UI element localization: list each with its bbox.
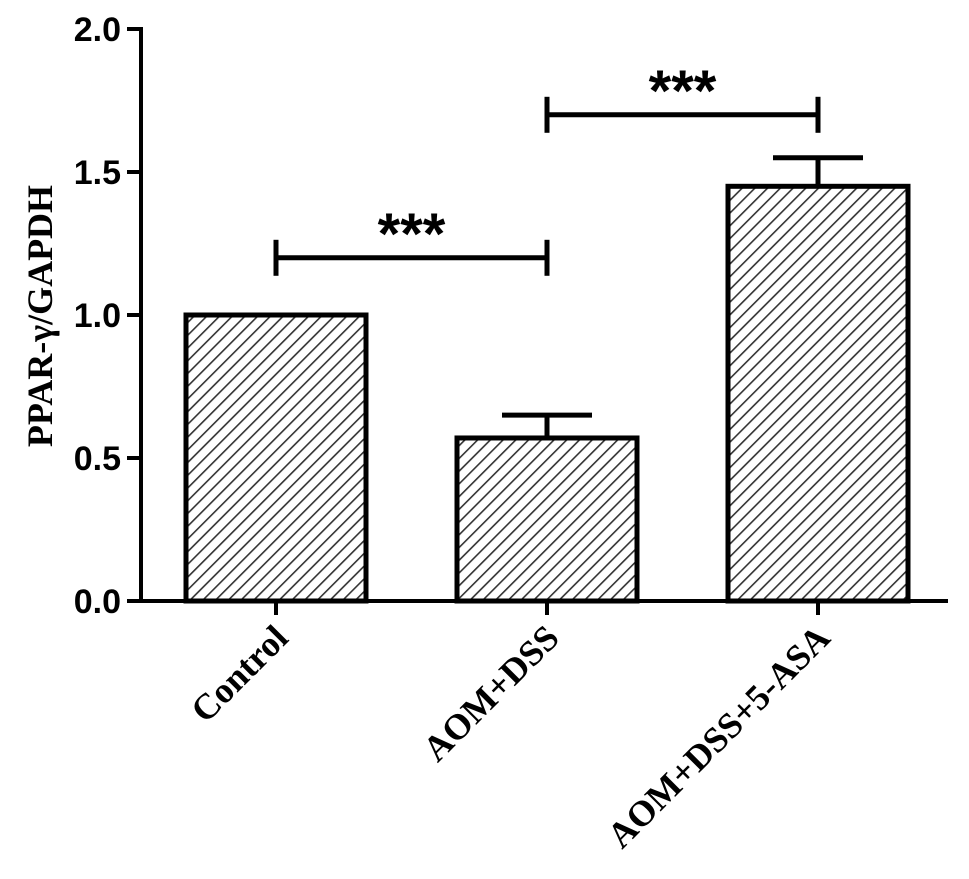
y-tick-label: 2.0 <box>74 11 121 49</box>
bar <box>454 435 640 604</box>
significance-label: *** <box>649 59 717 124</box>
y-tick-label: 0.5 <box>74 440 121 478</box>
bar <box>725 183 911 604</box>
category-label: Control <box>183 617 296 730</box>
y-axis: 0.0 0.5 1.0 1.5 2.0 <box>74 11 143 621</box>
significance-label: *** <box>378 202 446 267</box>
y-tick-label: 1.5 <box>74 154 121 192</box>
y-tick-label: 1.0 <box>74 297 121 335</box>
bar <box>183 312 369 604</box>
error-bars <box>502 155 863 438</box>
category-labels: Control AOM+DSS AOM+DSS+5-ASA <box>183 617 838 855</box>
y-axis-title: PPAR-γ/GAPDH <box>20 185 60 447</box>
category-label: AOM+DSS+5-ASA <box>599 617 837 855</box>
bars <box>183 183 911 604</box>
significance-brackets: *** *** <box>273 59 821 276</box>
category-label: AOM+DSS <box>415 617 567 769</box>
y-tick-label: 0.0 <box>74 583 121 621</box>
